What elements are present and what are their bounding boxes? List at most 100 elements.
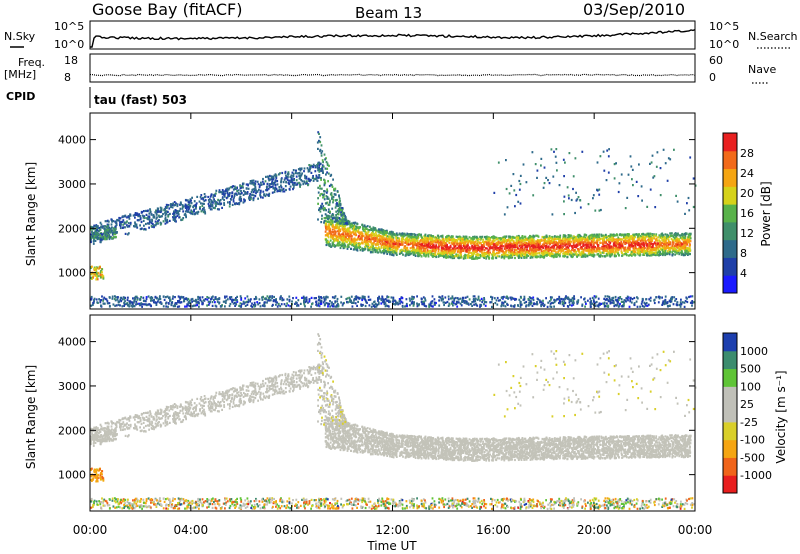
power-cell: [441, 238, 444, 241]
power-cell: [225, 188, 227, 191]
power-cell: [468, 246, 471, 249]
power-cell: [442, 250, 445, 253]
power-cell: [144, 228, 147, 231]
power-cell: [609, 235, 611, 238]
power-cell: [531, 248, 534, 251]
power-cell: [362, 227, 364, 230]
power-cell: [594, 236, 597, 239]
power-cell: [249, 193, 252, 196]
power-cell: [262, 177, 264, 181]
power-cell: [655, 235, 657, 238]
power-cell: [502, 236, 505, 239]
power-cell: [174, 219, 176, 223]
power-cell: [678, 253, 681, 256]
power-cell: [331, 231, 334, 234]
power-cell: [459, 251, 461, 254]
power-cell: [668, 235, 671, 239]
power-cell: [370, 251, 372, 254]
power-cell: [284, 170, 287, 173]
power-cell: [646, 248, 648, 251]
power-cell: [326, 232, 329, 235]
power-cell: [384, 229, 387, 233]
power-cell: [518, 241, 520, 244]
power-cell: [185, 208, 188, 211]
power-cell: [534, 248, 537, 251]
power-cell: [228, 205, 231, 208]
power-cell: [496, 241, 499, 244]
power-cell: [521, 252, 524, 255]
power-cell: [342, 232, 344, 235]
power-cell: [325, 238, 327, 241]
power-cell: [592, 240, 595, 243]
power-cell: [559, 249, 561, 252]
power-cell: [273, 174, 276, 177]
power-cell: [478, 250, 481, 253]
power-cell: [365, 244, 368, 248]
power-cell: [411, 236, 414, 239]
power-cell: [446, 246, 449, 249]
power-cell: [449, 248, 452, 252]
power-cell: [434, 246, 437, 250]
station-title: Goose Bay (fitACF): [92, 0, 242, 19]
power-cell: [294, 172, 297, 175]
power-cell: [681, 237, 684, 240]
power-cell: [551, 237, 554, 241]
power-cell: [342, 241, 344, 244]
power-cell: [531, 256, 534, 259]
power-cell: [542, 246, 545, 249]
power-cell: [423, 239, 426, 242]
power-cell: [413, 250, 416, 254]
power-cell: [300, 179, 303, 182]
power-cell: [544, 247, 547, 250]
power-cell: [437, 255, 440, 258]
power-cell: [647, 234, 650, 237]
power-cell: [341, 228, 344, 231]
power-cell: [107, 223, 110, 226]
power-cell: [685, 232, 688, 235]
power-cell: [599, 251, 602, 254]
power-cell: [275, 177, 278, 180]
power-cell: [159, 206, 162, 209]
power-cell: [669, 232, 671, 235]
power-cell: [541, 246, 543, 249]
power-cell: [185, 199, 188, 202]
power-cell: [608, 252, 611, 255]
power-cell: [376, 238, 379, 241]
power-cell: [542, 239, 545, 242]
power-cell: [571, 246, 574, 249]
power-cell: [170, 205, 173, 208]
power-cell: [273, 190, 276, 194]
power-cell: [417, 246, 419, 249]
power-cell: [488, 254, 490, 257]
power-cell: [209, 198, 211, 201]
power-cell: [480, 250, 482, 253]
power-cell: [409, 239, 412, 243]
power-cell: [137, 215, 140, 218]
power-cell: [497, 243, 500, 246]
power-cell: [669, 243, 672, 246]
power-cell: [493, 235, 495, 238]
power-cell: [483, 245, 485, 248]
power-cell: [340, 238, 343, 242]
power-cell: [584, 243, 587, 246]
power-cell: [666, 233, 669, 236]
power-cell: [358, 245, 360, 248]
power-cell: [337, 226, 340, 229]
power-cell: [580, 247, 583, 250]
freq-tick-top: 18: [64, 54, 78, 67]
power-cell: [673, 236, 676, 239]
power-cell: [133, 225, 135, 228]
power-cell: [262, 196, 264, 199]
power-cell: [290, 174, 293, 177]
power-cell: [453, 248, 456, 251]
power-cell: [346, 245, 349, 248]
power-cell: [534, 245, 537, 248]
power-cell: [212, 196, 215, 199]
power-cell: [126, 225, 129, 228]
power-cell: [353, 226, 355, 229]
power-cell: [196, 195, 199, 198]
power-cell: [605, 233, 607, 236]
power-cell: [642, 232, 644, 235]
power-cell: [638, 243, 641, 246]
